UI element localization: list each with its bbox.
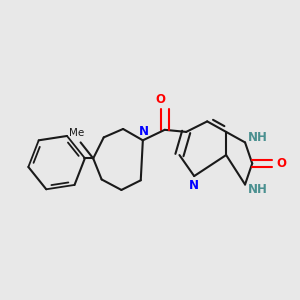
Text: Me: Me <box>69 128 84 138</box>
Text: N: N <box>189 179 199 192</box>
Text: NH: NH <box>248 131 268 144</box>
Text: O: O <box>155 93 166 106</box>
Text: O: O <box>276 157 286 170</box>
Text: N: N <box>139 125 149 138</box>
Text: NH: NH <box>248 183 268 196</box>
